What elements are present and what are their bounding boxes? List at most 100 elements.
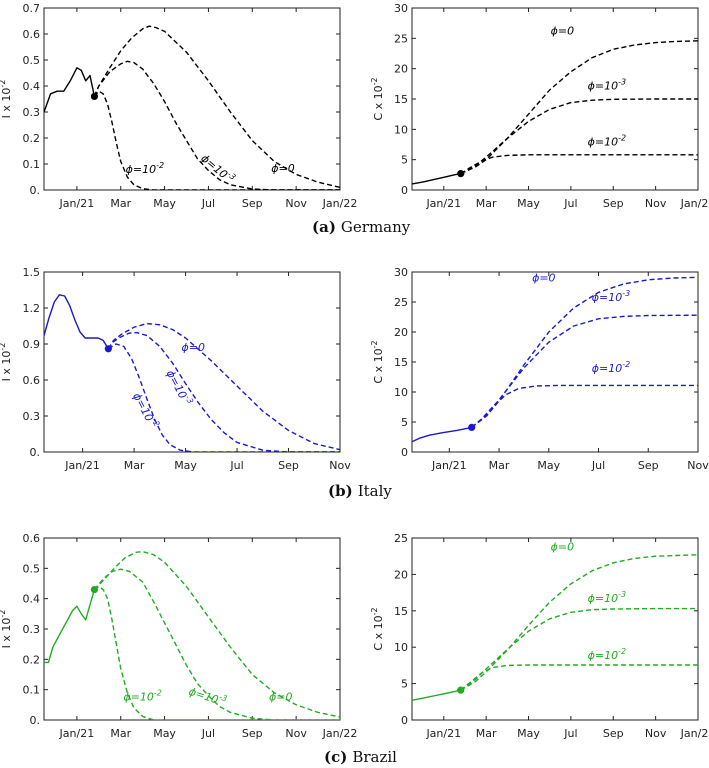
brazil-I-ylabel-exp: -2 — [0, 610, 7, 618]
brazil-C-ytick-label: 25 — [394, 532, 408, 545]
italy-C-ylabel-exp: -2 — [370, 340, 379, 348]
germany-I-series-forecast-3 — [93, 90, 340, 190]
italy-C-frame — [411, 271, 699, 453]
italy-C-series-forecast-1 — [471, 276, 698, 428]
germany-I-xtick-label: May — [153, 197, 176, 210]
caption-germany-tag: (a) — [312, 218, 336, 236]
brazil-C-marker — [457, 686, 465, 694]
germany-I-curve-label: ϕ=10-3 — [198, 150, 237, 186]
caption-germany: (a) Germany — [312, 218, 411, 236]
caption-brazil-tag: (c) — [324, 748, 347, 766]
italy-I-ytick-label: 1.5 — [23, 266, 41, 279]
germany-C-marker — [457, 170, 465, 178]
italy-I-xtick-label: Jan/21 — [64, 459, 100, 472]
brazil-C-curve-label: ϕ=10-3 — [588, 590, 626, 605]
italy-C-ytick-label: 15 — [394, 356, 408, 369]
italy-C-curve-label: ϕ=10-3 — [592, 289, 630, 304]
germany-C-xtick-label: Jan/21 — [425, 197, 461, 210]
germany-I-frame — [43, 7, 341, 191]
brazil-I-xtick-label: Jan/21 — [59, 727, 95, 740]
italy-I-xtick-label: Mar — [124, 459, 145, 472]
caption-brazil: (c) Brazil — [324, 748, 397, 766]
brazil-I-xtick-label: Nov — [285, 727, 307, 740]
brazil-I-ytick-label: 0.6 — [23, 532, 41, 545]
italy-C-ylabel-base: C x 10 — [372, 348, 385, 383]
germany-I-xtick-label: Nov — [285, 197, 307, 210]
italy-C-xtick-label: Jul — [591, 459, 605, 472]
italy-C-series-forecast-3 — [471, 384, 698, 428]
germany-I-xtick-label: Jan/22 — [322, 197, 358, 210]
italy-I-xtick-label: Nov — [329, 459, 351, 472]
germany-I-ytick-label: 0. — [30, 184, 41, 197]
italy-C-chart: 0 5 10 15 20 25 30 Jan/21 Mar May Jul Sep Nov C x 10-… — [370, 266, 709, 472]
germany-I-series-forecast-2 — [93, 60, 340, 190]
germany-I-ytick-label: 0.3 — [23, 106, 41, 119]
germany-I-ytick-label: 0.7 — [23, 2, 41, 15]
brazil-C-xtick-label: May — [517, 727, 540, 740]
brazil-C-ytick-label: 0 — [401, 714, 408, 727]
germany-I-ytick-label: 0.5 — [23, 54, 41, 67]
brazil-C-xtick-label: Sep — [603, 727, 624, 740]
germany-C-ylabel-exp: -2 — [370, 77, 379, 85]
germany-C-xtick-label: Jan/22 — [680, 197, 709, 210]
brazil-I-ytick-label: 0.1 — [23, 684, 41, 697]
italy-I-ytick-label: 0.3 — [23, 410, 41, 423]
brazil-I-series-forecast-1 — [93, 550, 340, 718]
germany-I-ytick-label: 0.6 — [23, 28, 41, 41]
caption-italy-text: Italy — [358, 482, 393, 500]
brazil-C-curve-label: ϕ=0 — [551, 540, 574, 553]
brazil-C-xtick-label: Jan/21 — [425, 727, 461, 740]
italy-C-xtick-label: May — [537, 459, 560, 472]
germany-I-series-observed — [44, 67, 96, 113]
germany-C-xtick-label: May — [517, 197, 540, 210]
brazil-I-ylabel-base: I x 10 — [0, 618, 13, 649]
brazil-C-ytick-label: 15 — [394, 605, 408, 618]
germany-C-ytick-label: 10 — [394, 123, 408, 136]
brazil-I-curve-label: ϕ=0 — [269, 690, 292, 703]
brazil-I-series-forecast-3 — [93, 585, 340, 720]
brazil-C-xtick-label: Jan/22 — [680, 727, 709, 740]
brazil-C-curve-label: ϕ=10-2 — [588, 647, 626, 662]
brazil-C-xtick-label: Jul — [563, 727, 577, 740]
brazil-I-xtick-label: Jul — [201, 727, 215, 740]
germany-I-ylabel-base: I x 10 — [0, 88, 13, 119]
italy-C-series-observed — [412, 426, 472, 443]
brazil-C-series-forecast-2 — [460, 607, 698, 691]
italy-I-ytick-label: 0. — [30, 446, 41, 459]
germany-I-ytick-label: 0.4 — [23, 80, 41, 93]
brazil-C-xtick-label: Mar — [476, 727, 497, 740]
caption-germany-text: Germany — [341, 218, 411, 236]
germany-I-ylabel-exp: -2 — [0, 80, 7, 88]
italy-I-ylabel-base: I x 10 — [0, 351, 13, 382]
italy-I-chart: 0. 0.3 0.6 0.9 1.2 1.5 Jan/21 Mar May Jul Sep Nov I … — [0, 266, 351, 472]
italy-I-curve-label: ϕ=10-3 — [164, 367, 195, 408]
germany-I-curve-label: ϕ=10-2 — [126, 161, 164, 176]
italy-I-ytick-label: 0.6 — [23, 374, 41, 387]
italy-C-curve-label: ϕ=10-2 — [592, 360, 630, 375]
germany-C-ytick-label: 25 — [394, 32, 408, 45]
germany-C-ylabel-base: C x 10 — [372, 85, 385, 120]
germany-C-ytick-label: 15 — [394, 93, 408, 106]
germany-I-chart: 0. 0.1 0.2 0.3 0.4 0.5 0.6 0.7 Jan/21 Mar May Jul Se… — [0, 2, 357, 210]
brazil-I-marker — [90, 585, 99, 594]
germany-I-series-forecast-1 — [93, 25, 340, 189]
brazil-C-series-forecast-1 — [460, 554, 698, 691]
italy-C-curve-label: ϕ=0 — [532, 272, 555, 285]
germany-C-ytick-label: 0 — [401, 184, 408, 197]
germany-C-xtick-label: Sep — [603, 197, 624, 210]
brazil-I-ytick-label: 0.3 — [23, 623, 41, 636]
italy-C-xtick-label: Nov — [687, 459, 709, 472]
italy-C-xtick-label: Jan/21 — [431, 459, 467, 472]
italy-C-xtick-label: Sep — [638, 459, 659, 472]
italy-C-marker — [468, 423, 476, 431]
germany-I-xtick-label: Sep — [242, 197, 263, 210]
germany-I-xtick-label: Jul — [201, 197, 215, 210]
brazil-I-series-forecast-2 — [93, 568, 340, 720]
germany-I-xtick-label: Mar — [110, 197, 131, 210]
italy-C-ylabel: C x 10-2 — [370, 340, 385, 383]
germany-C-curve-label: ϕ=0 — [551, 25, 574, 38]
brazil-I-series-observed — [44, 589, 96, 664]
brazil-C-ylabel: C x 10-2 — [370, 607, 385, 650]
caption-italy: (b) Italy — [328, 482, 392, 500]
